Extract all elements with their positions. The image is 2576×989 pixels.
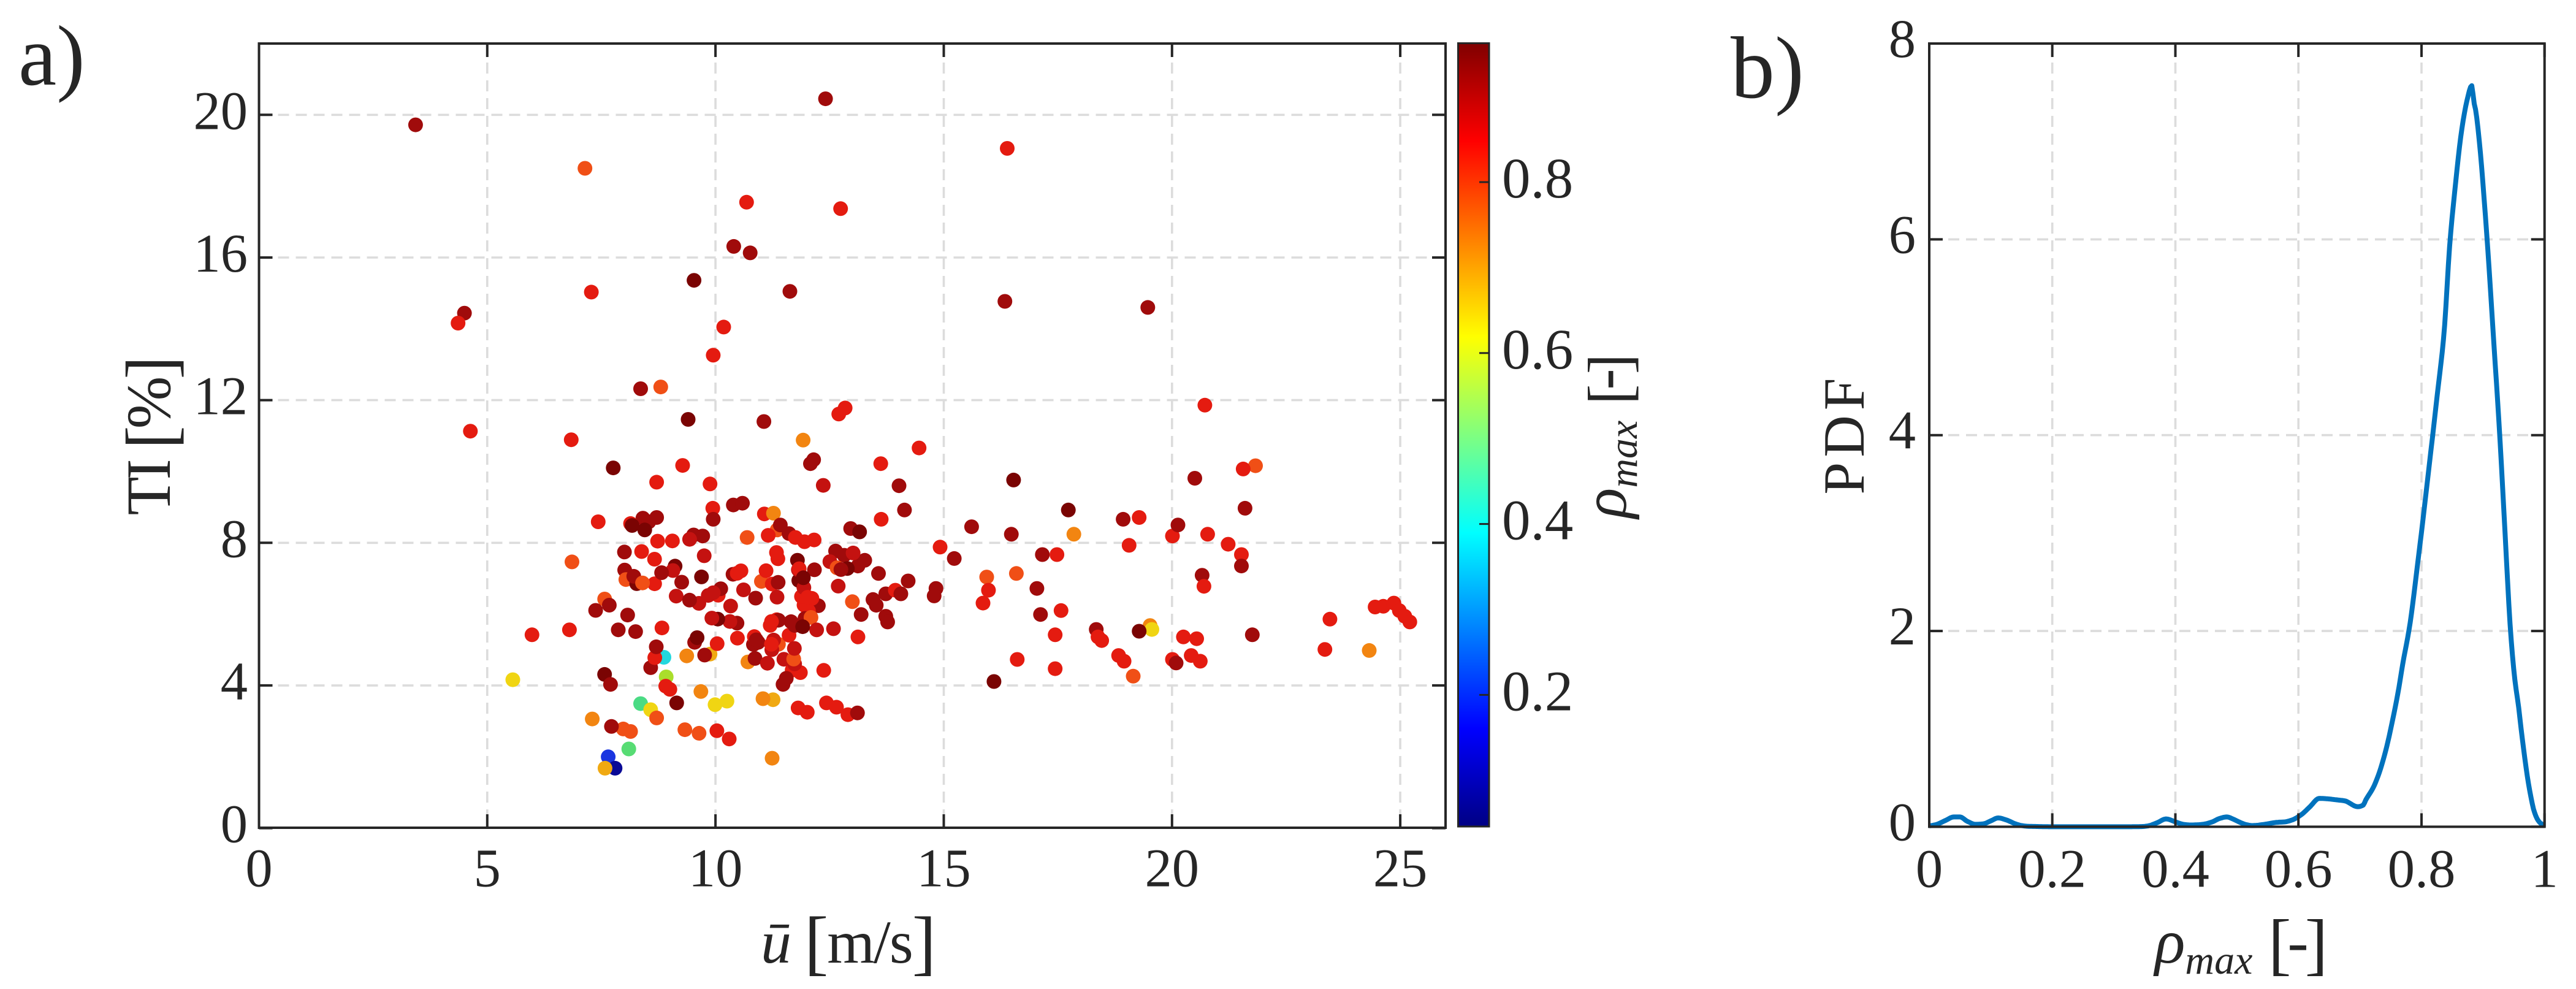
- svg-text:PDF: PDF: [1812, 373, 1877, 494]
- svg-text:6: 6: [1889, 205, 1916, 265]
- svg-text:TI [%]: TI [%]: [112, 359, 189, 516]
- svg-text:0.6: 0.6: [2265, 839, 2333, 899]
- svg-text:10: 10: [688, 839, 743, 899]
- svg-text:25: 25: [1373, 839, 1428, 899]
- svg-text:16: 16: [194, 224, 248, 284]
- svg-text:0: 0: [1916, 839, 1943, 899]
- svg-text:15: 15: [916, 839, 971, 899]
- svg-text:0: 0: [221, 795, 248, 855]
- svg-text:0.4: 0.4: [2141, 839, 2209, 899]
- svg-text:ū [m/s]: ū [m/s]: [761, 902, 935, 982]
- svg-text:0.2: 0.2: [2018, 839, 2086, 899]
- svg-text:20: 20: [1145, 839, 1200, 899]
- svg-text:20: 20: [194, 81, 248, 141]
- svg-text:8: 8: [221, 509, 248, 569]
- svg-text:12: 12: [194, 367, 248, 427]
- svg-text:8: 8: [1889, 9, 1916, 69]
- svg-text:ρmax [-]: ρmax [-]: [2153, 906, 2328, 983]
- svg-text:5: 5: [474, 839, 501, 899]
- svg-text:4: 4: [221, 652, 248, 712]
- svg-text:a): a): [18, 9, 85, 104]
- svg-text:0.6: 0.6: [1502, 318, 1573, 381]
- svg-text:b): b): [1731, 20, 1804, 117]
- svg-text:0.4: 0.4: [1502, 489, 1573, 552]
- svg-text:0.2: 0.2: [1502, 660, 1573, 723]
- svg-text:2: 2: [1889, 597, 1916, 657]
- svg-text:0: 0: [245, 839, 272, 899]
- svg-text:0: 0: [1889, 792, 1916, 852]
- svg-text:4: 4: [1889, 401, 1916, 461]
- svg-text:1: 1: [2531, 839, 2558, 899]
- svg-text:0.8: 0.8: [1502, 147, 1573, 210]
- svg-text:0.8: 0.8: [2388, 839, 2456, 899]
- svg-text:ρmax [-]: ρmax [-]: [1570, 354, 1646, 520]
